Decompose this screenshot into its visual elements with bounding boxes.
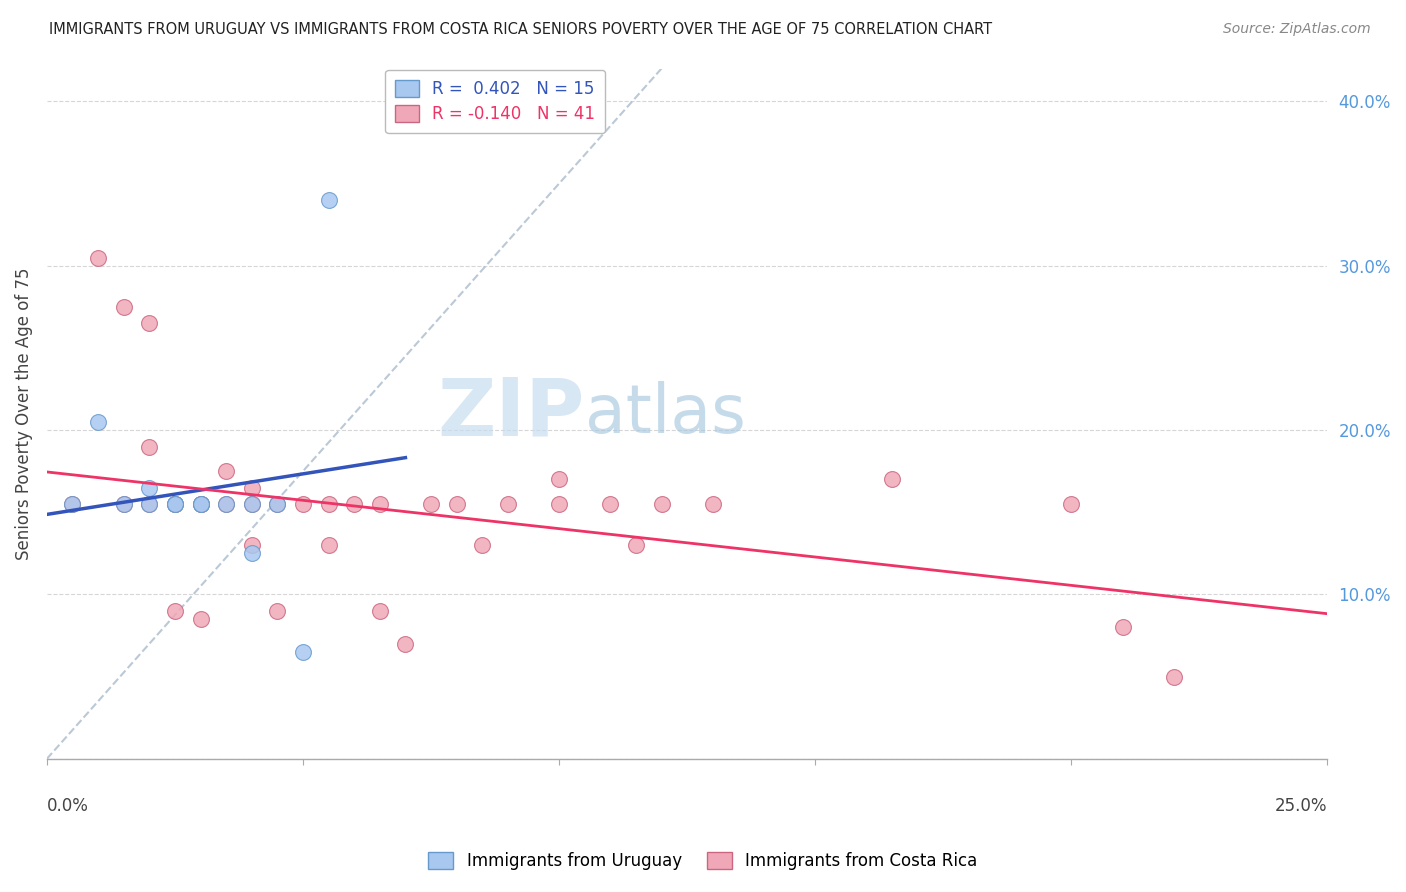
Point [1111, 620, 1133, 634]
Point [163, 604, 186, 618]
Point [190, 497, 212, 511]
Legend: Immigrants from Uruguay, Immigrants from Costa Rica: Immigrants from Uruguay, Immigrants from… [422, 845, 984, 877]
Point [420, 497, 443, 511]
Point [87, 251, 110, 265]
Point [190, 497, 212, 511]
Point [62, 497, 84, 511]
Point [138, 316, 160, 330]
Point [87, 415, 110, 429]
Point [599, 497, 621, 511]
Point [138, 440, 160, 454]
Point [318, 538, 340, 552]
Point [651, 497, 673, 511]
Text: 25.0%: 25.0% [1275, 797, 1327, 814]
Text: 0.0%: 0.0% [46, 797, 89, 814]
Point [112, 497, 135, 511]
Point [190, 497, 212, 511]
Point [1163, 670, 1185, 684]
Point [318, 497, 340, 511]
Point [702, 497, 724, 511]
Point [291, 497, 314, 511]
Point [368, 497, 391, 511]
Text: IMMIGRANTS FROM URUGUAY VS IMMIGRANTS FROM COSTA RICA SENIORS POVERTY OVER THE A: IMMIGRANTS FROM URUGUAY VS IMMIGRANTS FR… [49, 22, 993, 37]
Point [624, 538, 647, 552]
Legend: R =  0.402   N = 15, R = -0.140   N = 41: R = 0.402 N = 15, R = -0.140 N = 41 [385, 70, 605, 133]
Point [394, 637, 416, 651]
Point [240, 481, 263, 495]
Point [138, 497, 160, 511]
Point [163, 497, 186, 511]
Point [215, 497, 238, 511]
Point [240, 497, 263, 511]
Point [190, 612, 212, 626]
Point [446, 497, 468, 511]
Point [240, 497, 263, 511]
Point [112, 497, 135, 511]
Text: Source: ZipAtlas.com: Source: ZipAtlas.com [1223, 22, 1371, 37]
Point [240, 538, 263, 552]
Point [471, 538, 494, 552]
Point [266, 497, 288, 511]
Point [62, 497, 84, 511]
Point [138, 481, 160, 495]
Point [138, 497, 160, 511]
Point [548, 472, 571, 486]
Point [880, 472, 903, 486]
Point [266, 497, 288, 511]
Point [163, 497, 186, 511]
Point [215, 464, 238, 478]
Point [291, 645, 314, 659]
Point [318, 193, 340, 207]
Point [548, 497, 571, 511]
Y-axis label: Seniors Poverty Over the Age of 75: Seniors Poverty Over the Age of 75 [15, 268, 32, 560]
Point [163, 497, 186, 511]
Point [343, 497, 366, 511]
Point [240, 546, 263, 560]
Point [112, 300, 135, 314]
Point [1060, 497, 1083, 511]
Point [190, 497, 212, 511]
Point [496, 497, 519, 511]
Point [266, 604, 288, 618]
Point [163, 497, 186, 511]
Text: ZIP: ZIP [437, 375, 585, 452]
Point [215, 497, 238, 511]
Text: atlas: atlas [585, 381, 745, 447]
Point [368, 604, 391, 618]
